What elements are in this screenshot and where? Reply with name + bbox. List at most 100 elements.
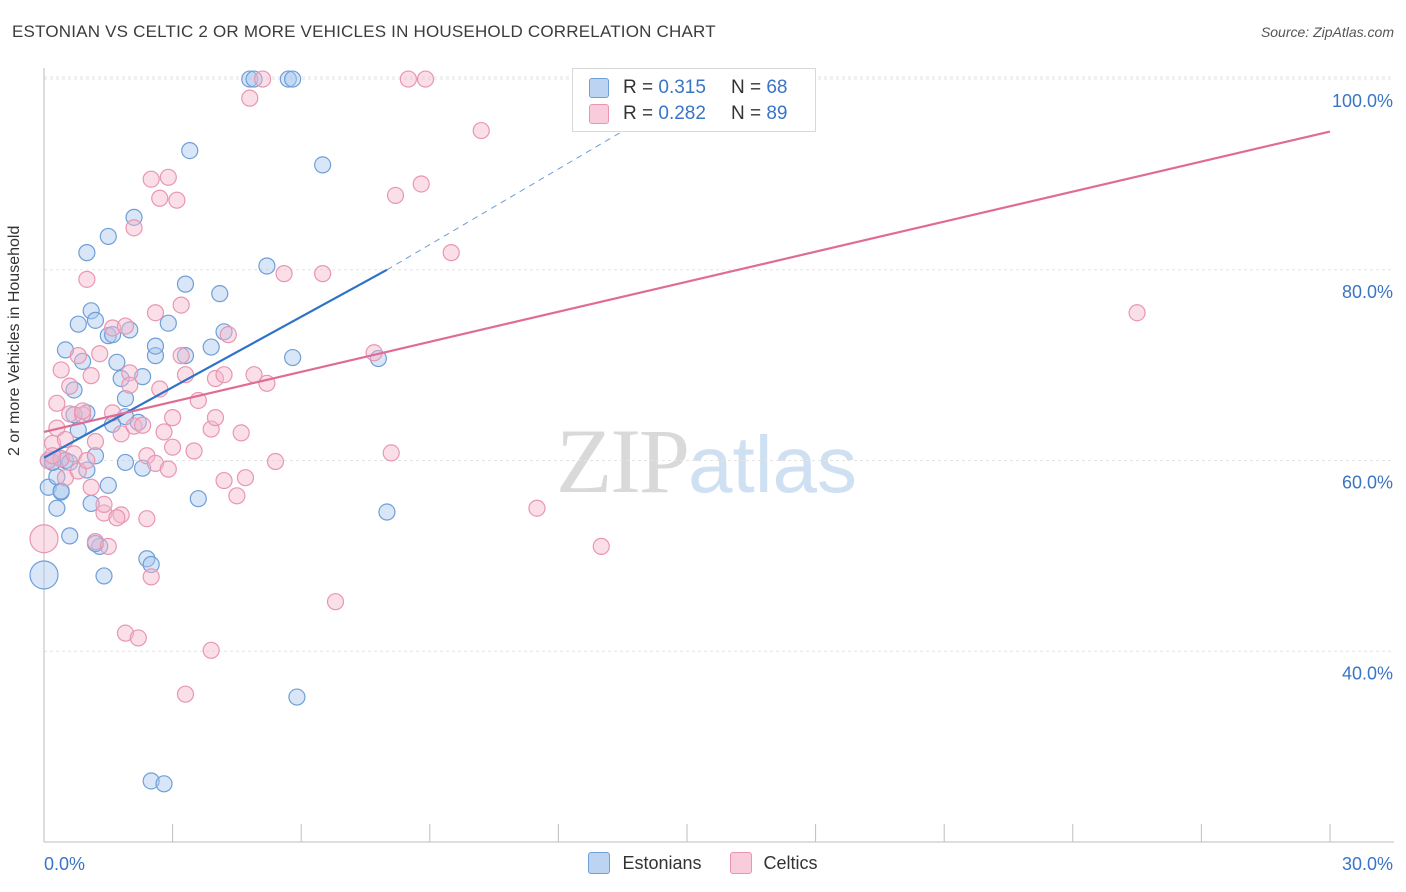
y-tick-label: 60.0% [1342, 473, 1393, 493]
celtics-point [99, 537, 117, 555]
legend-celtics-swatch [729, 852, 752, 874]
estonians-point [78, 244, 96, 262]
celtics-point [172, 296, 190, 314]
celtics-point [164, 438, 182, 456]
celtics-point [159, 460, 177, 478]
celtics-point [95, 495, 113, 514]
estonians-point [133, 368, 152, 386]
stats-legend-celtics: R = 0.282 N = 89 [589, 101, 787, 127]
estonians-point [378, 503, 396, 521]
estonians-point [155, 775, 173, 793]
celtics-point [416, 70, 435, 88]
estonians-point [69, 315, 87, 333]
celtics-point [116, 317, 135, 335]
celtics-point [78, 270, 96, 288]
celtics-point [61, 377, 79, 395]
estonians-point [78, 461, 96, 479]
celtics-point [215, 471, 233, 490]
celtics-point [326, 593, 345, 611]
estonians-point [108, 353, 126, 371]
estonians-point [112, 369, 130, 388]
celtics-point [48, 394, 66, 412]
celtics-point [159, 168, 177, 186]
celtics-point [155, 423, 173, 441]
estonians-point [52, 482, 70, 500]
legend-item-celtics[interactable]: Celtics [729, 852, 818, 874]
legend-estonians-label: Estonians [622, 852, 702, 873]
estonians-point [48, 499, 66, 517]
celtics-point [185, 442, 203, 460]
estonians-trend-line [43, 268, 388, 459]
celtics-point [382, 444, 400, 462]
celtics-point [29, 524, 59, 554]
celtics-point [86, 432, 105, 451]
estonians-point [189, 490, 207, 508]
estonians-n-value: 68 [766, 77, 788, 98]
y-tick-label: 40.0% [1342, 663, 1393, 683]
celtics-point [73, 402, 92, 420]
celtics-point [206, 409, 225, 427]
celtics-point [146, 304, 165, 322]
celtics-point [116, 624, 135, 642]
celtics-point [254, 70, 272, 88]
celtics-swatch [589, 104, 609, 124]
estonians-point [146, 347, 165, 365]
estonians-point [211, 285, 229, 303]
source-label: Source: ZipAtlas.com [1260, 24, 1394, 40]
estonians-point [116, 389, 135, 408]
estonians-r-value: 0.315 [658, 77, 706, 98]
estonians-point [29, 560, 59, 590]
celtics-point [121, 364, 139, 382]
celtics-point [142, 170, 160, 188]
estonians-point [116, 453, 135, 472]
celtics-point [82, 367, 100, 385]
celtics-point [151, 189, 169, 207]
estonians-point [314, 156, 332, 174]
celtics-trend-line [43, 130, 1331, 433]
celtics-r-label: R = [623, 103, 654, 124]
celtics-point [82, 478, 100, 496]
celtics-point [241, 89, 259, 107]
celtics-point [228, 487, 246, 505]
estonians-point [241, 70, 259, 88]
estonians-point [258, 257, 276, 275]
celtics-point [215, 366, 233, 384]
estonians-point [61, 527, 79, 545]
celtics-point [103, 404, 122, 422]
celtics-point [386, 186, 405, 205]
estonians-point [95, 567, 113, 585]
celtics-point [61, 405, 79, 423]
estonians-point [176, 347, 195, 365]
celtics-point [412, 175, 430, 193]
estonians-point [176, 275, 195, 293]
celtics-point [176, 685, 195, 703]
legend-item-estonians[interactable]: Estonians [588, 852, 702, 874]
celtics-point [232, 424, 250, 442]
estonians-point [99, 227, 117, 246]
celtics-point [219, 326, 237, 344]
celtics-point [314, 265, 332, 283]
watermark-atlas: atlas [688, 420, 857, 509]
y-tick-label: 80.0% [1342, 282, 1393, 302]
estonians-point [181, 141, 199, 160]
stats-legend: R = 0.315 N = 68 R = 0.282 N = 89 [572, 68, 816, 132]
series-legend: Estonians Celtics [0, 852, 1406, 874]
estonians-point [99, 476, 117, 494]
celtics-point [1128, 304, 1146, 322]
celtics-point [164, 409, 182, 427]
estonians-point [284, 70, 302, 88]
celtics-point [202, 641, 220, 659]
estonians-point [159, 314, 177, 332]
celtics-point [69, 347, 87, 365]
y-tick-label: 100.0% [1332, 91, 1393, 111]
celtics-point [472, 121, 490, 140]
celtics-n-value: 89 [766, 103, 788, 124]
celtics-point [528, 499, 546, 517]
celtics-n-label: N = [730, 103, 762, 124]
celtics-point [129, 629, 147, 647]
estonians-point [86, 311, 105, 329]
celtics-point [442, 244, 460, 262]
chart-title: ESTONIAN VS CELTIC 2 OR MORE VEHICLES IN… [12, 22, 716, 41]
celtics-point [206, 369, 225, 388]
celtics-point [125, 417, 143, 435]
